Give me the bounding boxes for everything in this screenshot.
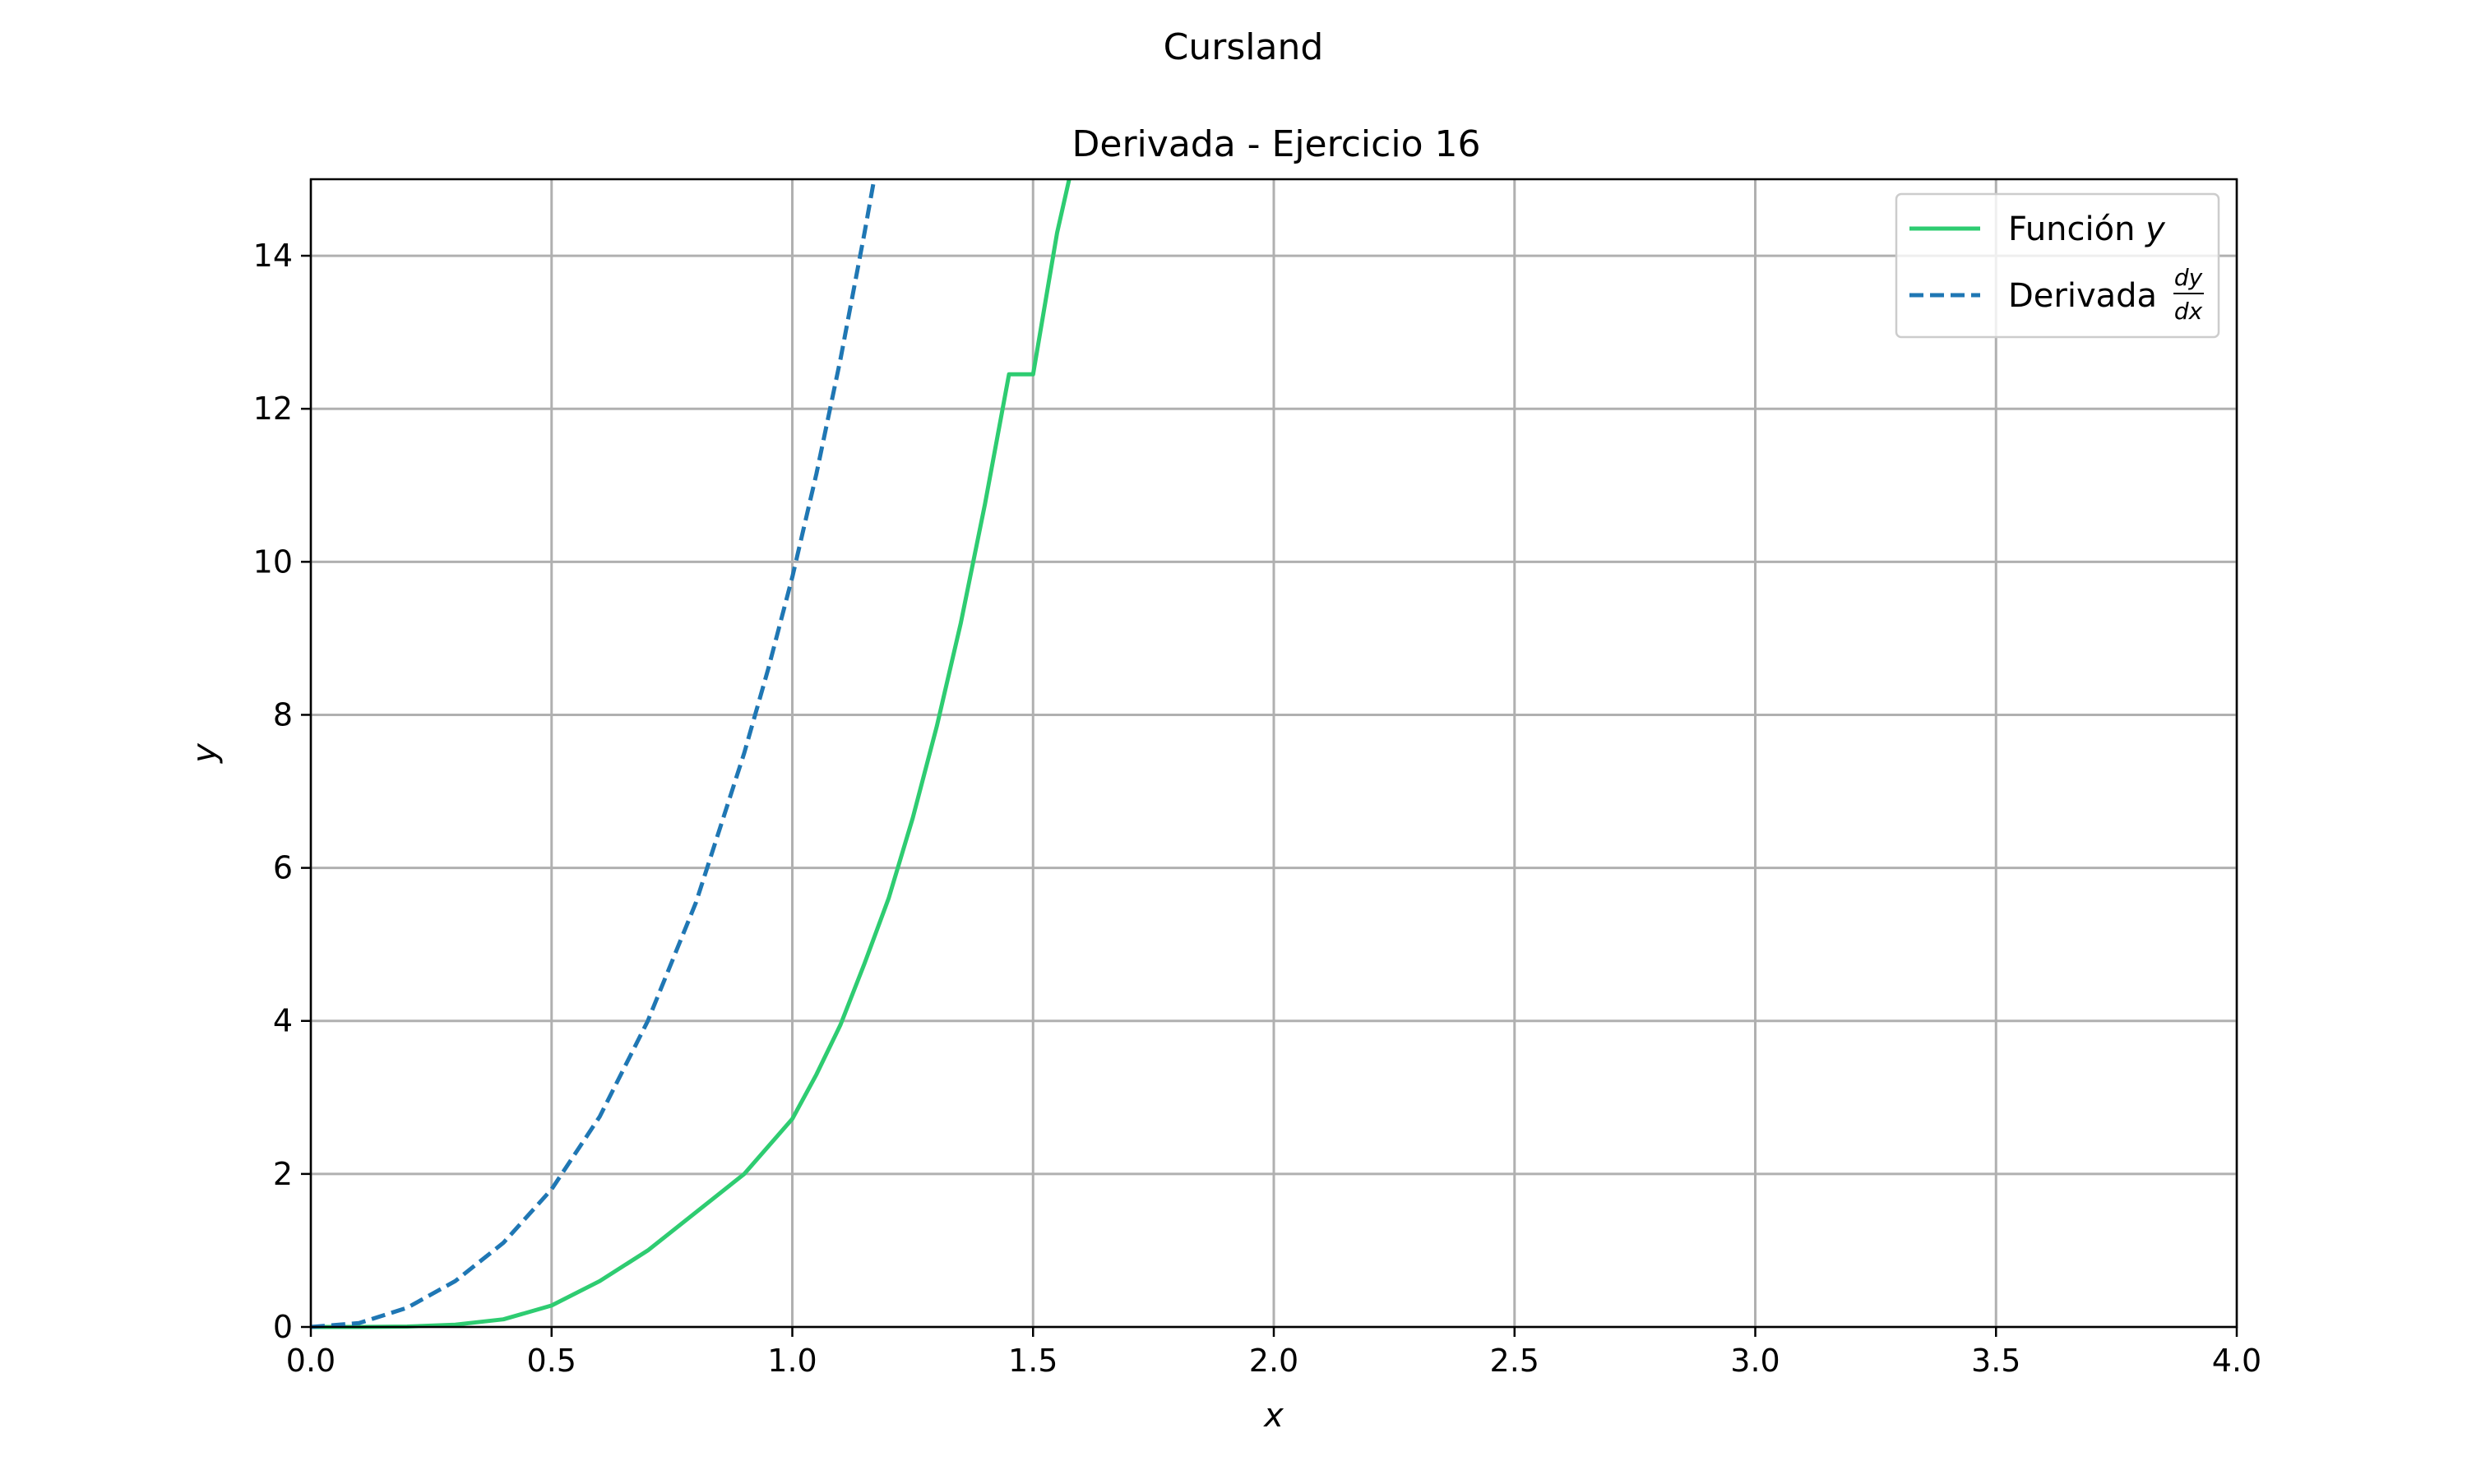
- x-tick-label: 0.0: [286, 1343, 336, 1379]
- legend-label-function-prefix: Función: [2008, 210, 2145, 248]
- x-tick-label: 3.0: [1730, 1343, 1780, 1379]
- x-tick-label: 1.5: [1008, 1343, 1058, 1379]
- x-tick-label: 4.0: [2212, 1343, 2261, 1379]
- y-axis-label: y: [186, 742, 224, 764]
- y-tick-label: 12: [253, 391, 293, 427]
- x-tick-label: 1.0: [767, 1343, 817, 1379]
- grid-lines: [309, 179, 2238, 1329]
- legend-label-derivative-numerator: dy: [2174, 264, 2203, 291]
- legend: Función y Derivada dy dx: [1895, 192, 2220, 339]
- series-layer: [310, 178, 1072, 1329]
- legend-label-function: Función y: [2008, 210, 2166, 248]
- series-line-function: [311, 178, 1072, 1329]
- y-tick-label: 14: [253, 238, 293, 274]
- legend-label-derivative-prefix: Derivada: [2008, 277, 2168, 315]
- x-tick-label: 2.0: [1249, 1343, 1298, 1379]
- x-axis-label: x: [1262, 1397, 1284, 1435]
- x-tick-label: 0.5: [527, 1343, 576, 1379]
- x-tick-label: 3.5: [1971, 1343, 2020, 1379]
- legend-label-function-symbol: y: [2145, 210, 2166, 248]
- y-tick-label: 6: [273, 850, 293, 886]
- y-tick-label: 10: [253, 543, 293, 580]
- y-tick-label: 0: [273, 1309, 293, 1345]
- figure-suptitle: Cursland: [1164, 26, 1324, 68]
- legend-label-derivative-denominator: dx: [2174, 298, 2203, 325]
- y-tick-label: 2: [273, 1156, 293, 1192]
- axis-ticks: 0.0 0.5 1.0 1.5 2.0 2.5 3.0 3.5 4.0 0 2 4 6 8 10 12 14: [253, 238, 2262, 1379]
- y-tick-label: 8: [273, 696, 293, 733]
- chart-title: Derivada - Ejercicio 16: [1072, 123, 1481, 165]
- x-tick-label: 2.5: [1490, 1343, 1539, 1379]
- y-tick-label: 4: [273, 1003, 293, 1039]
- series-line-derivative: [310, 178, 877, 1329]
